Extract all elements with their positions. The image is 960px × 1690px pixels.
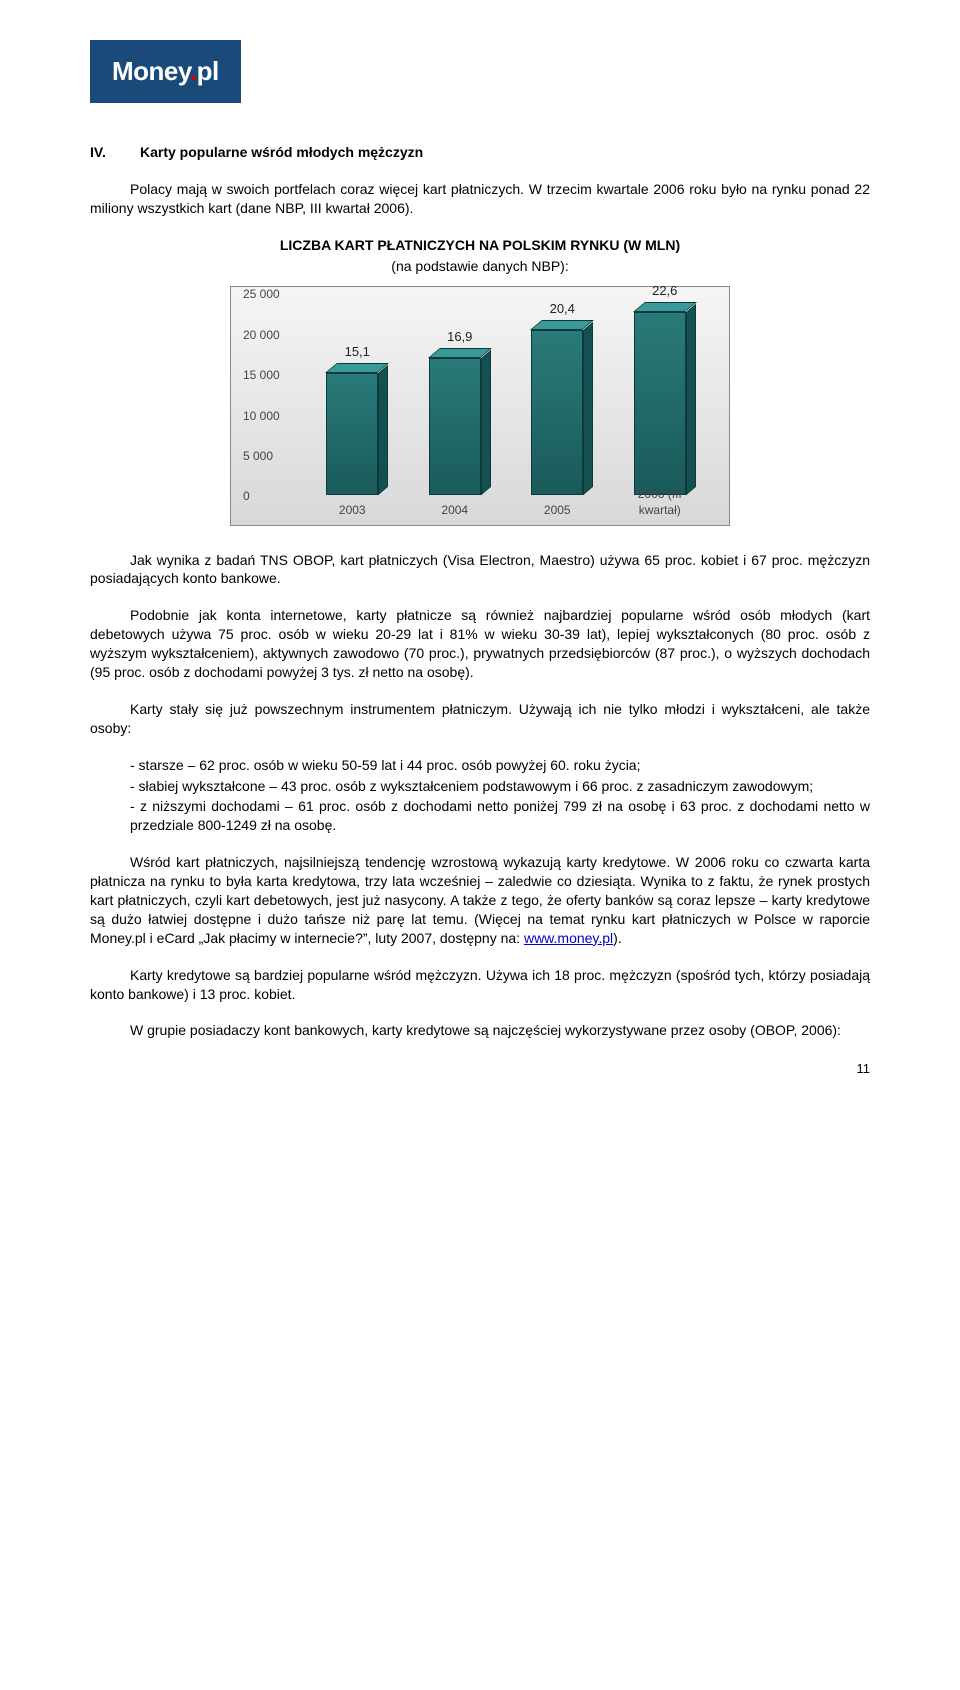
logo-text1: Money — [112, 56, 190, 86]
chart-subtitle: (na podstawie danych NBP): — [90, 257, 870, 276]
paragraph-5: Wśród kart płatniczych, najsilniejszą te… — [90, 853, 870, 947]
paragraph-5a: Wśród kart płatniczych, najsilniejszą te… — [90, 854, 870, 946]
page-number: 11 — [90, 1060, 870, 1078]
section-number: IV. — [90, 143, 140, 162]
paragraph-1: Polacy mają w swoich portfelach coraz wi… — [90, 180, 870, 218]
paragraph-3: Podobnie jak konta internetowe, karty pł… — [90, 606, 870, 682]
paragraph-5b: ). — [613, 930, 622, 946]
y-tick: 15 000 — [243, 367, 280, 383]
bullet-list: - starsze – 62 proc. osób w wieku 50-59 … — [130, 756, 870, 836]
y-tick: 5 000 — [243, 448, 273, 464]
section-heading: IV. Karty popularne wśród młodych mężczy… — [90, 143, 870, 162]
paragraph-4: Karty stały się już powszechnym instrume… — [90, 700, 870, 738]
x-tick: 2005 — [517, 502, 597, 518]
logo: Money.pl — [90, 40, 241, 103]
bar-value-label: 20,4 — [536, 300, 588, 318]
y-tick: 20 000 — [243, 327, 280, 343]
list-item: - starsze – 62 proc. osób w wieku 50-59 … — [130, 756, 870, 775]
chart: 0 5 000 10 000 15 000 20 000 25 000 15,1 2003 16… — [230, 286, 730, 526]
bar-value-label: 22,6 — [639, 282, 691, 300]
list-item: - słabiej wykształcone – 43 proc. osób z… — [130, 777, 870, 796]
money-link[interactable]: www.money.pl — [524, 930, 613, 946]
y-tick: 25 000 — [243, 286, 280, 302]
bar: 20,4 — [531, 330, 583, 495]
x-tick: 2004 — [415, 502, 495, 518]
paragraph-6: Karty kredytowe są bardziej popularne wś… — [90, 966, 870, 1004]
logo-dot: . — [190, 56, 197, 86]
section-title: Karty popularne wśród młodych mężczyzn — [140, 143, 423, 162]
paragraph-7: W grupie posiadaczy kont bankowych, kart… — [90, 1021, 870, 1040]
paragraph-2: Jak wynika z badań TNS OBOP, kart płatni… — [90, 551, 870, 589]
bar: 15,1 — [326, 373, 378, 495]
list-item: - z niższymi dochodami – 61 proc. osób z… — [130, 797, 870, 835]
bar: 16,9 — [429, 358, 481, 495]
x-tick: 2003 — [312, 502, 392, 518]
logo-text2: pl — [197, 56, 219, 86]
y-tick: 0 — [243, 488, 250, 504]
bar-value-label: 16,9 — [434, 328, 486, 346]
bar: 22,6 — [634, 312, 686, 495]
chart-title: LICZBA KART PŁATNICZYCH NA POLSKIM RYNKU… — [90, 236, 870, 255]
x-tick: 2006 (III kwartał) — [620, 486, 700, 518]
y-tick: 10 000 — [243, 408, 280, 424]
bar-value-label: 15,1 — [331, 343, 383, 361]
